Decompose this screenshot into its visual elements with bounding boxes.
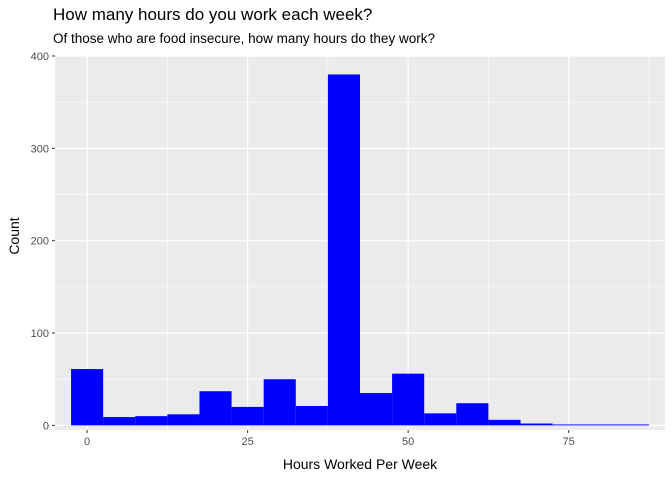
histogram-bar <box>488 419 521 426</box>
histogram-bar <box>327 74 360 426</box>
x-tick-label: 50 <box>402 436 414 448</box>
y-tick-label: 100 <box>31 328 49 340</box>
histogram-bar <box>263 379 296 426</box>
x-tick-label: 75 <box>563 436 575 448</box>
histogram-bar <box>103 417 136 426</box>
chart-subtitle: Of those who are food insecure, how many… <box>53 31 435 46</box>
histogram-bar <box>135 416 168 426</box>
x-tick-label: 0 <box>84 436 90 448</box>
histogram-bar <box>71 369 104 426</box>
histogram-bar <box>360 393 393 426</box>
x-tick-label: 25 <box>242 436 254 448</box>
histogram-bar <box>167 414 200 426</box>
y-tick-label: 400 <box>31 51 49 63</box>
histogram-bar <box>295 405 328 426</box>
histogram-bar <box>392 373 425 426</box>
y-tick-label: 200 <box>31 236 49 248</box>
histogram-bar <box>231 406 264 426</box>
histogram-bar <box>616 424 649 426</box>
y-tick-label: 0 <box>43 420 49 432</box>
y-axis: 0 100 200 300 400 <box>31 51 55 432</box>
histogram-bar <box>584 424 617 426</box>
histogram-bar <box>520 423 553 426</box>
histogram-bar <box>424 413 457 426</box>
histogram-bar <box>552 424 585 426</box>
chart-title: How many hours do you work each week? <box>53 5 373 24</box>
histogram-bars <box>71 74 649 426</box>
histogram-bar <box>456 403 489 426</box>
x-axis: 0 25 50 75 <box>84 430 575 448</box>
y-tick-label: 300 <box>31 143 49 155</box>
histogram-bar <box>199 391 232 426</box>
x-axis-label: Hours Worked Per Week <box>282 456 438 472</box>
